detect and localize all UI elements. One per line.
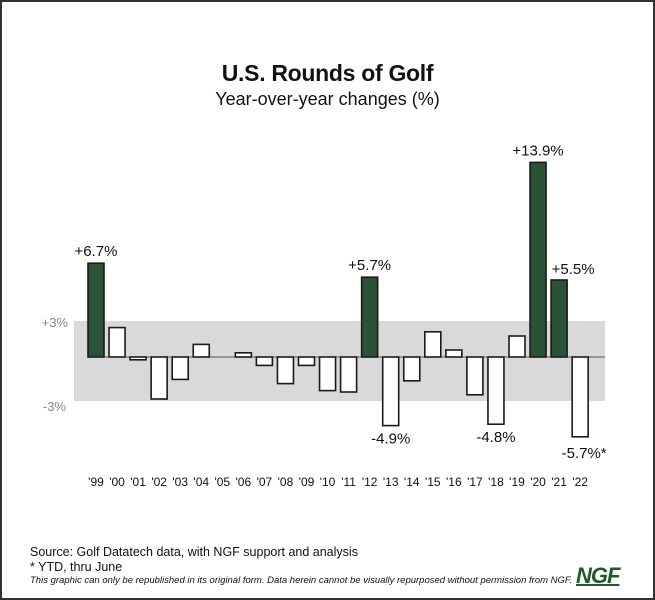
bar-y03 — [171, 356, 189, 381]
bars — [87, 161, 589, 438]
x-tick-label: '14 — [404, 475, 420, 489]
bar-y04 — [192, 343, 211, 358]
x-tick-label: '17 — [467, 475, 483, 489]
data-label: +5.5% — [552, 261, 595, 278]
bar-y08 — [276, 356, 295, 385]
x-tick-label: '08 — [278, 475, 294, 489]
x-tick-label: '02 — [151, 475, 167, 489]
bar-y18 — [487, 356, 505, 425]
bar-y13 — [381, 356, 400, 427]
data-label: -4.9% — [371, 431, 410, 448]
bar-y01 — [129, 356, 147, 361]
ngf-logo: NGF — [576, 563, 620, 588]
chart-title: U.S. Rounds of Golf — [221, 60, 434, 86]
x-tick-label: '11 — [341, 475, 356, 489]
bar-y11 — [339, 356, 358, 393]
ytd-note: * YTD, thru June — [30, 560, 123, 574]
bar-y99 — [87, 262, 105, 358]
x-tick-label: '16 — [446, 475, 462, 489]
x-tick-label: '07 — [257, 475, 273, 489]
x-tick-label: '20 — [530, 475, 546, 489]
bar-y14 — [402, 356, 421, 382]
data-label: +6.7% — [75, 243, 118, 260]
x-tick-label: '09 — [299, 475, 315, 489]
bar-y07 — [255, 356, 274, 367]
x-tick-label: '99 — [88, 475, 104, 489]
x-tick-label: '13 — [383, 475, 399, 489]
bar-y10 — [318, 356, 337, 392]
x-tick-label: '04 — [193, 475, 209, 489]
data-label: -4.8% — [476, 429, 515, 446]
x-tick-label: '15 — [425, 475, 441, 489]
bar-y12 — [360, 276, 379, 358]
bar-y06 — [234, 351, 253, 358]
bar-y17 — [466, 356, 484, 396]
x-tick-label: '10 — [320, 475, 336, 489]
bar-y19 — [508, 335, 526, 358]
bar-y20 — [529, 161, 547, 358]
data-label: -5.7%* — [562, 445, 607, 462]
source-note: Source: Golf Datatech data, with NGF sup… — [30, 545, 358, 559]
data-label: +13.9% — [512, 142, 563, 159]
disclaimer: This graphic can only be republished in … — [30, 575, 573, 586]
band-lower-label: -3% — [43, 399, 67, 414]
x-tick-label: '21 — [551, 475, 567, 489]
bar-y21 — [550, 279, 568, 358]
bar-y22 — [571, 356, 589, 438]
x-tick-label: '18 — [488, 475, 504, 489]
x-tick-labels: '99 '00 '01 '02 '03 '04 '05 '06 '07 '08 '09 '10 '11 '… — [88, 475, 588, 489]
bar-y00 — [108, 326, 126, 358]
bar-y09 — [297, 356, 316, 367]
x-tick-label: '12 — [362, 475, 378, 489]
data-labels: +6.7% +5.7% -4.9% -4.8% +13.9% +5.5% -5.7%* — [75, 142, 607, 461]
x-tick-label: '00 — [109, 475, 125, 489]
chart-subtitle: Year-over-year changes (%) — [215, 89, 440, 109]
x-tick-label: '22 — [572, 475, 588, 489]
x-tick-label: '06 — [236, 475, 252, 489]
bar-y16 — [445, 349, 463, 358]
data-label: +5.7% — [348, 257, 391, 274]
x-tick-label: '05 — [214, 475, 230, 489]
band-upper-label: +3% — [42, 315, 69, 330]
bar-y15 — [423, 330, 442, 358]
x-tick-label: '19 — [509, 475, 525, 489]
x-tick-label: '01 — [130, 475, 146, 489]
bar-y02 — [150, 356, 168, 400]
x-tick-label: '03 — [172, 475, 188, 489]
